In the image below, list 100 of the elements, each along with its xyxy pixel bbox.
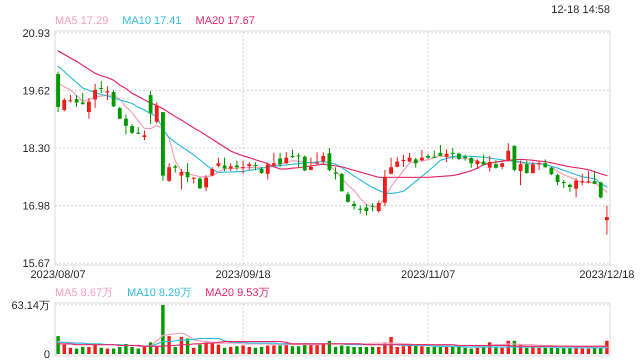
bar [358, 347, 362, 354]
candlestick [254, 162, 258, 171]
y-tick-label: 0 [44, 349, 50, 360]
y-tick-label: 15.67 [22, 258, 50, 270]
candlestick [93, 83, 97, 108]
bar [544, 348, 547, 354]
candlestick [376, 200, 381, 214]
bar [260, 347, 264, 354]
bar [334, 347, 338, 354]
text: MA20 17.67 [196, 15, 255, 27]
candlestick [328, 148, 332, 172]
bar [216, 344, 220, 354]
bar [346, 346, 350, 354]
candlestick [450, 148, 455, 160]
text: MA10 17.41 [122, 15, 182, 27]
bar [402, 346, 406, 354]
candlestick [598, 181, 603, 199]
y-tick-label: 16.98 [22, 200, 50, 213]
candlestick [124, 114, 128, 135]
candlestick [112, 90, 116, 108]
candlestick [284, 151, 288, 165]
line-series [57, 50, 608, 178]
candlestick [315, 152, 319, 165]
bar [432, 347, 436, 354]
candlestick [370, 203, 374, 212]
bar [210, 343, 214, 354]
bar [229, 347, 232, 354]
candlestick [204, 174, 208, 192]
candlestick [296, 152, 300, 168]
bar [550, 348, 554, 354]
bar [556, 348, 560, 354]
bar [100, 348, 103, 354]
bar [266, 345, 270, 354]
bar [525, 348, 528, 354]
bar [370, 347, 374, 354]
candlestick [216, 157, 220, 168]
bar [290, 346, 294, 354]
bar [278, 345, 282, 354]
bar [340, 345, 344, 354]
bar [174, 347, 177, 354]
candlestick [444, 148, 448, 162]
candlestick [592, 170, 596, 185]
bar [254, 348, 258, 354]
candlestick [364, 203, 368, 216]
bar [494, 347, 498, 354]
candlestick [62, 98, 66, 112]
candlestick [506, 142, 510, 162]
candlestick [74, 94, 78, 108]
bar [235, 346, 239, 354]
candlestick [186, 162, 190, 183]
bar [136, 348, 140, 354]
candlestick [222, 157, 226, 172]
candlestick [198, 176, 202, 190]
bar [457, 347, 461, 354]
y-tick-label: 63.14万 [11, 300, 50, 312]
bar [476, 348, 480, 354]
bar [118, 347, 122, 354]
candlestick [154, 102, 159, 124]
candlestick [148, 90, 152, 124]
bar [74, 348, 78, 354]
text: 12-18 14:58 [551, 4, 610, 16]
bar [222, 348, 226, 354]
candlestick [87, 98, 91, 120]
candlestick [80, 92, 85, 105]
bar [62, 344, 66, 354]
candlestick [167, 162, 171, 183]
candlestick [340, 172, 344, 192]
candlestick [482, 154, 486, 166]
bar [130, 347, 134, 354]
candlestick [469, 156, 474, 168]
bar [364, 347, 368, 354]
bar [562, 348, 566, 354]
bar [438, 347, 442, 354]
candlestick [586, 170, 590, 184]
bar [537, 348, 541, 354]
bar [161, 305, 165, 354]
candlestick [118, 106, 122, 120]
x-tick-label: 2023/11/07 [400, 269, 456, 281]
x-tick-label: 2023/12/18 [579, 269, 634, 281]
text: MA5 17.29 [55, 15, 108, 27]
bar [81, 347, 84, 354]
candlestick [278, 152, 282, 168]
candlestick [518, 160, 522, 186]
candlestick [408, 152, 412, 162]
bar [192, 348, 196, 354]
bar [315, 344, 319, 354]
bar [470, 348, 473, 354]
x-tick-label: 2023/08/07 [30, 269, 86, 281]
candlestick [420, 149, 424, 162]
candlestick [266, 162, 270, 180]
candlestick [476, 158, 480, 170]
bar [248, 347, 251, 354]
candlestick [180, 168, 184, 190]
candlestick [531, 161, 535, 174]
candlestick [130, 123, 134, 135]
bar [444, 347, 448, 354]
candlestick [438, 144, 442, 157]
candlestick [574, 178, 578, 198]
candlestick [358, 205, 362, 214]
candlestick [346, 191, 350, 204]
